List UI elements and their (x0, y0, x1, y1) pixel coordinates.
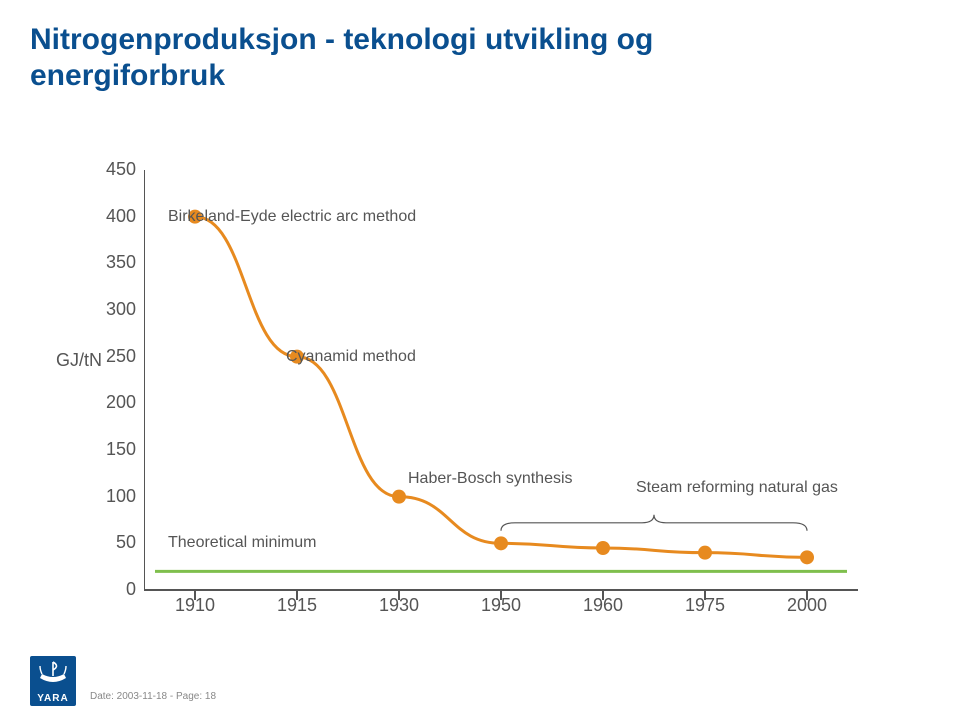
title-line-1: Nitrogenproduksjon - teknologi utvikling… (30, 23, 653, 56)
y-tick-label: 50 (76, 532, 136, 553)
data-point (800, 550, 814, 564)
plot-region: 1910191519301950196019752000 Birkeland-E… (144, 170, 858, 590)
x-tick-label: 1960 (583, 595, 623, 616)
y-tick-label: 350 (76, 252, 136, 273)
y-axis-label: GJ/tN (56, 350, 102, 371)
y-tick-label: 200 (76, 392, 136, 413)
y-tick-label: 100 (76, 486, 136, 507)
title-line-2: energiforbruk (30, 59, 225, 92)
logo-text: YARA (37, 693, 68, 704)
x-tick-label: 1915 (277, 595, 317, 616)
data-point (494, 536, 508, 550)
page-root: Nitrogenproduksjon - teknologi utvikling… (0, 0, 960, 718)
y-tick-label: 300 (76, 299, 136, 320)
data-point (698, 546, 712, 560)
chart-area: 050100150200250300350400450 GJ/tN 191019… (68, 170, 868, 620)
x-tick-label: 1930 (379, 595, 419, 616)
y-tick-label: 150 (76, 439, 136, 460)
footer: YARA Date: 2003-11-18 - Page: 18 (30, 656, 216, 706)
page-title: Nitrogenproduksjon - teknologi utvikling… (30, 22, 653, 94)
x-tick-label: 1950 (481, 595, 521, 616)
series-line (195, 217, 807, 558)
y-tick-label: 450 (76, 159, 136, 180)
annotation-cyanamid: Cyanamid method (286, 348, 416, 366)
annotation-haber: Haber-Bosch synthesis (408, 470, 573, 488)
data-svg (144, 170, 858, 590)
annotation-birkeland: Birkeland-Eyde electric arc method (168, 208, 416, 226)
x-tick-label: 1975 (685, 595, 725, 616)
x-tick-label: 1910 (175, 595, 215, 616)
y-tick-label: 0 (76, 579, 136, 600)
x-tick-label: 2000 (787, 595, 827, 616)
data-point (392, 490, 406, 504)
yara-logo: YARA (30, 656, 76, 706)
annotation-theoretical: Theoretical minimum (168, 534, 316, 552)
footer-date: Date: 2003-11-18 - Page: 18 (90, 691, 216, 702)
annotation-steam: Steam reforming natural gas (636, 479, 838, 497)
y-tick-label: 400 (76, 206, 136, 227)
data-point (596, 541, 610, 555)
bracket (501, 515, 807, 531)
viking-ship-icon (38, 660, 68, 686)
